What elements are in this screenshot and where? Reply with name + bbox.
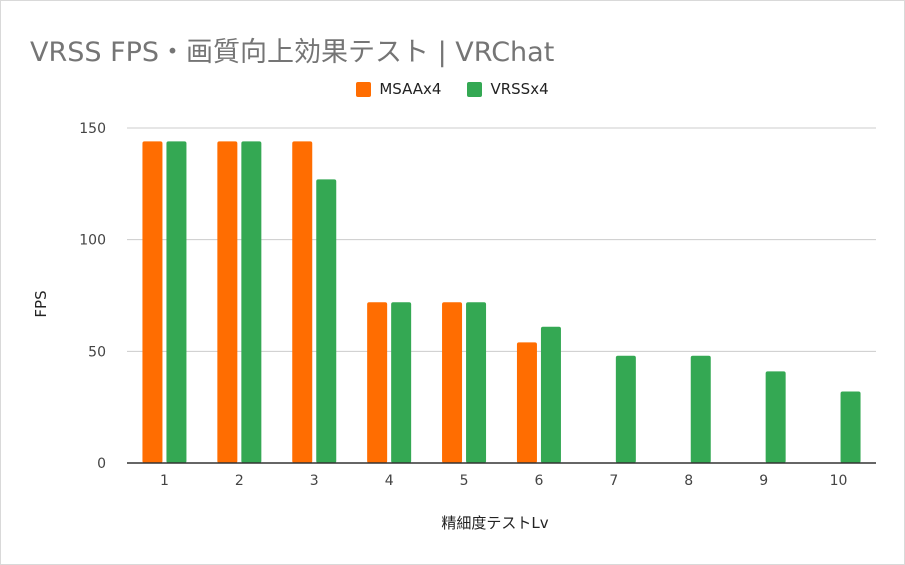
legend: MSAAx4 VRSSx4 (0, 80, 905, 98)
bar-vrss-10[interactable] (840, 391, 861, 463)
x-tick-label: 7 (609, 473, 618, 489)
legend-item-msaa[interactable]: MSAAx4 (356, 80, 441, 98)
gridlines (127, 127, 876, 352)
bar-msaa-5[interactable] (442, 302, 463, 463)
bar-vrss-9[interactable] (765, 371, 786, 463)
bar-vrss-5[interactable] (466, 302, 487, 463)
legend-item-vrss[interactable]: VRSSx4 (467, 80, 549, 98)
bar-msaa-6[interactable] (516, 342, 537, 463)
y-tick-label: 100 (79, 233, 106, 249)
bar-msaa-1[interactable] (142, 141, 163, 463)
bar-vrss-3[interactable] (316, 179, 337, 463)
bar-msaa-4[interactable] (367, 302, 388, 463)
legend-swatch-vrss (467, 81, 483, 97)
bar-msaa-3[interactable] (292, 141, 313, 463)
bar-vrss-7[interactable] (615, 355, 636, 463)
x-tick-label: 8 (684, 473, 693, 489)
y-tick-label: 50 (88, 344, 106, 360)
x-tick-label: 9 (759, 473, 768, 489)
bar-vrss-2[interactable] (241, 141, 262, 463)
y-tick-label: 150 (79, 121, 106, 137)
x-tick-label: 2 (235, 473, 244, 489)
x-tick-label: 6 (534, 473, 543, 489)
y-axis-title: FPS (32, 290, 50, 317)
legend-label-msaa: MSAAx4 (379, 80, 442, 98)
x-tick-label: 5 (460, 473, 469, 489)
x-tick-label: 10 (830, 473, 848, 489)
y-tick-label: 0 (97, 456, 106, 472)
x-tick-label: 4 (385, 473, 394, 489)
chart-title: VRSS FPS・画質向上効果テスト | VRChat (30, 37, 555, 68)
x-axis-title: 精細度テストLv (441, 514, 548, 532)
bar-msaa-2[interactable] (217, 141, 238, 463)
bar-vrss-6[interactable] (540, 326, 561, 463)
x-tick-label: 1 (160, 473, 169, 489)
y-tick-labels: 0 50 100 150 (79, 121, 106, 472)
legend-label-vrss: VRSSx4 (490, 80, 549, 98)
bar-vrss-1[interactable] (166, 141, 187, 463)
x-tick-label: 3 (310, 473, 319, 489)
legend-swatch-msaa (356, 81, 372, 97)
x-tick-labels: 1 2 3 4 5 6 7 8 9 10 (160, 473, 847, 489)
bar-vrss-4[interactable] (391, 302, 412, 463)
bars (142, 141, 861, 463)
bar-vrss-8[interactable] (690, 355, 711, 463)
